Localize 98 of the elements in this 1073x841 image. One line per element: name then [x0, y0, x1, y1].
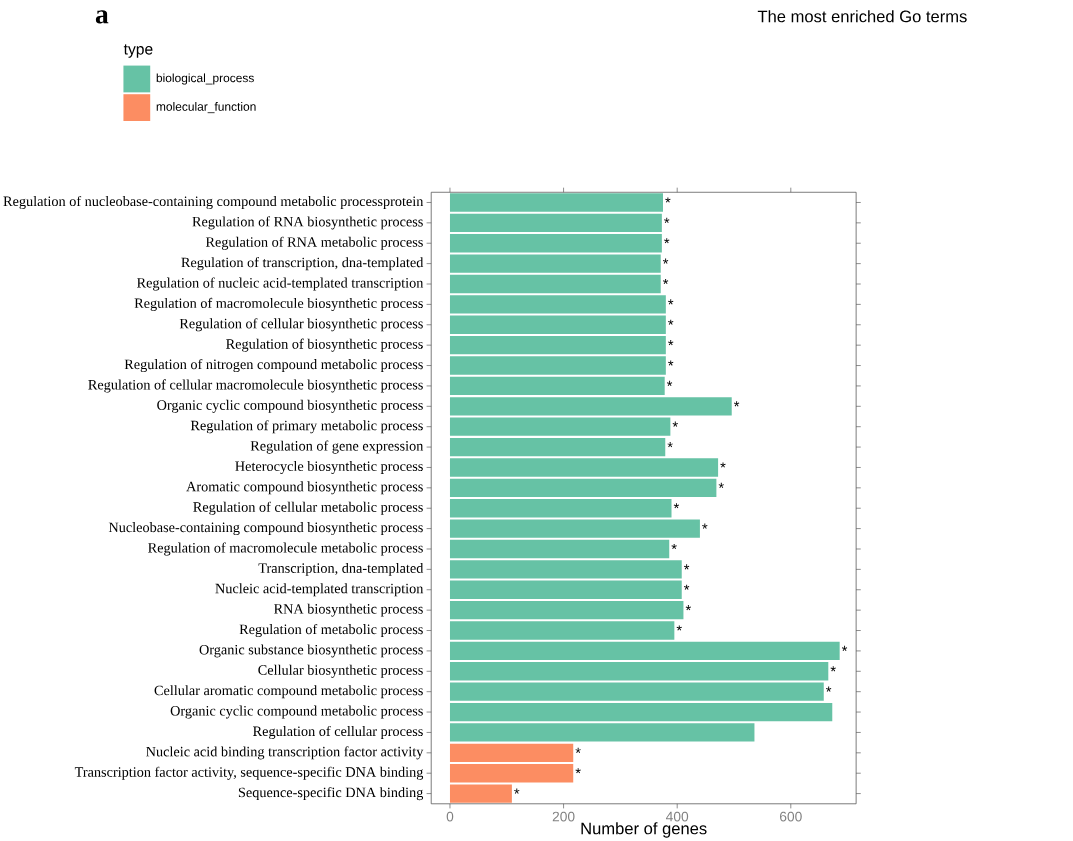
- bar: [449, 764, 574, 783]
- bar: [449, 499, 672, 518]
- y-tick-label: Regulation of metabolic process: [239, 624, 423, 638]
- bar: [449, 397, 732, 416]
- bar: [449, 478, 717, 498]
- bar: [449, 539, 670, 559]
- y-tick-label: Regulation of cellular macromolecule biosynthetic process: [88, 379, 423, 393]
- bar: [449, 274, 661, 294]
- y-tick-label: Transcription factor activity, sequence-specific DNA binding: [74, 766, 424, 780]
- y-tick-label: Aromatic compound biosynthetic process: [186, 481, 423, 495]
- data-label: *: [718, 482, 724, 489]
- data-label: *: [673, 503, 680, 509]
- y-tick-label: Cellular biosynthetic process: [258, 664, 423, 678]
- y-tick-label: Regulation of RNA metabolic process: [205, 236, 423, 250]
- bar: [449, 743, 574, 763]
- x-tick-label: 200: [552, 811, 575, 822]
- text: a: [95, 10, 109, 24]
- y-tick-label: Cellular aromatic compound metabolic process: [154, 685, 423, 699]
- data-label: *: [685, 605, 691, 611]
- x-tick-label: 400: [665, 811, 689, 822]
- legend-title: type: [123, 44, 153, 58]
- y-tick-label: Regulation of gene expression: [250, 440, 424, 454]
- data-label: *: [668, 319, 674, 326]
- y-tick-label: Regulation of primary metabolic process: [190, 420, 423, 434]
- data-label: *: [662, 258, 669, 264]
- data-label: *: [702, 523, 708, 529]
- y-tick-label: Regulation of macromolecule metabolic process: [148, 542, 423, 556]
- y-tick-label: Organic cyclic compound metabolic process: [170, 705, 423, 719]
- data-label: *: [668, 340, 674, 346]
- bar: [449, 254, 661, 273]
- y-tick-label: RNA biosynthetic process: [274, 603, 423, 617]
- data-label: *: [575, 747, 581, 754]
- bar: [449, 703, 833, 722]
- data-label: *: [667, 442, 673, 448]
- bar: [449, 560, 682, 579]
- bar: [449, 315, 666, 335]
- bar: [449, 417, 671, 436]
- bar: [449, 234, 662, 253]
- y-tick-label: Regulation of nucleic acid-templated transcription: [136, 277, 424, 291]
- y-tick-label: Transcription, dna-templated: [258, 563, 424, 576]
- y-tick-label: Organic substance biosynthetic process: [199, 644, 423, 658]
- bar: [449, 662, 829, 681]
- data-label: *: [665, 197, 671, 203]
- bar: [449, 213, 662, 233]
- chart-title: The most enriched Go terms: [757, 10, 967, 23]
- y-tick-label: Sequence-specific DNA binding: [238, 787, 424, 801]
- bar: [449, 458, 719, 477]
- bar: [449, 193, 663, 212]
- legend-label: molecular_function: [156, 102, 256, 114]
- data-label: *: [720, 462, 726, 468]
- data-label: *: [514, 788, 520, 794]
- y-tick-label: Regulation of nucleobase-containing compound metabolic processprotein: [3, 196, 424, 210]
- data-label: *: [841, 645, 848, 652]
- data-label: *: [684, 564, 690, 570]
- bar: [449, 784, 512, 803]
- y-tick-label: Regulation of cellular biosynthetic process: [179, 318, 423, 332]
- data-label: *: [733, 401, 740, 407]
- y-tick-label: Regulation of nitrogen compound metabolic process: [124, 359, 423, 373]
- bar: [449, 601, 684, 620]
- bar: [449, 438, 666, 457]
- data-label: *: [826, 686, 832, 692]
- y-tick-label: Nucleic acid binding transcription factor activity: [146, 746, 424, 760]
- data-label: *: [672, 421, 678, 427]
- bar: [449, 356, 666, 375]
- bar: [449, 295, 666, 314]
- y-tick-label: Organic cyclic compound biosynthetic process: [157, 399, 423, 413]
- y-tick-label: Regulation of cellular process: [253, 726, 423, 740]
- y-tick-label: Regulation of cellular metabolic process: [193, 501, 423, 515]
- y-tick-label: Regulation of macromolecule biosynthetic process: [134, 297, 423, 312]
- data-label: *: [662, 279, 669, 285]
- x-tick-label: 600: [780, 811, 802, 822]
- data-label: *: [671, 544, 677, 550]
- y-tick-label: Nucleobase-containing compound biosynthetic process: [108, 522, 423, 536]
- data-label: *: [668, 299, 674, 305]
- data-label: *: [830, 666, 836, 672]
- bar: [449, 621, 675, 640]
- x-tick-label: 0: [446, 811, 454, 822]
- x-axis-title: Number of genes: [581, 822, 707, 838]
- data-label: *: [664, 238, 670, 244]
- y-tick-label: Nucleic acid-templated transcription: [215, 583, 424, 597]
- data-label: *: [684, 584, 690, 590]
- y-tick-label: Heterocycle biosynthetic process: [235, 461, 423, 475]
- bar: [449, 336, 666, 355]
- bar: [449, 376, 665, 396]
- data-label: *: [676, 625, 682, 631]
- y-tick-label: Regulation of RNA biosynthetic process: [192, 216, 423, 230]
- data-label: *: [664, 217, 670, 224]
- y-tick-label: Regulation of biosynthetic process: [226, 338, 423, 352]
- data-label: *: [575, 768, 581, 774]
- data-label: *: [666, 381, 673, 387]
- bar: [449, 519, 700, 538]
- y-tick-label: Regulation of transcription, dna-templated: [181, 257, 424, 271]
- bar: [449, 682, 824, 701]
- data-label: *: [668, 360, 674, 366]
- bar: [449, 641, 840, 661]
- bar: [449, 723, 755, 742]
- bar: [449, 580, 682, 600]
- legend-label: biological_process: [156, 73, 254, 85]
